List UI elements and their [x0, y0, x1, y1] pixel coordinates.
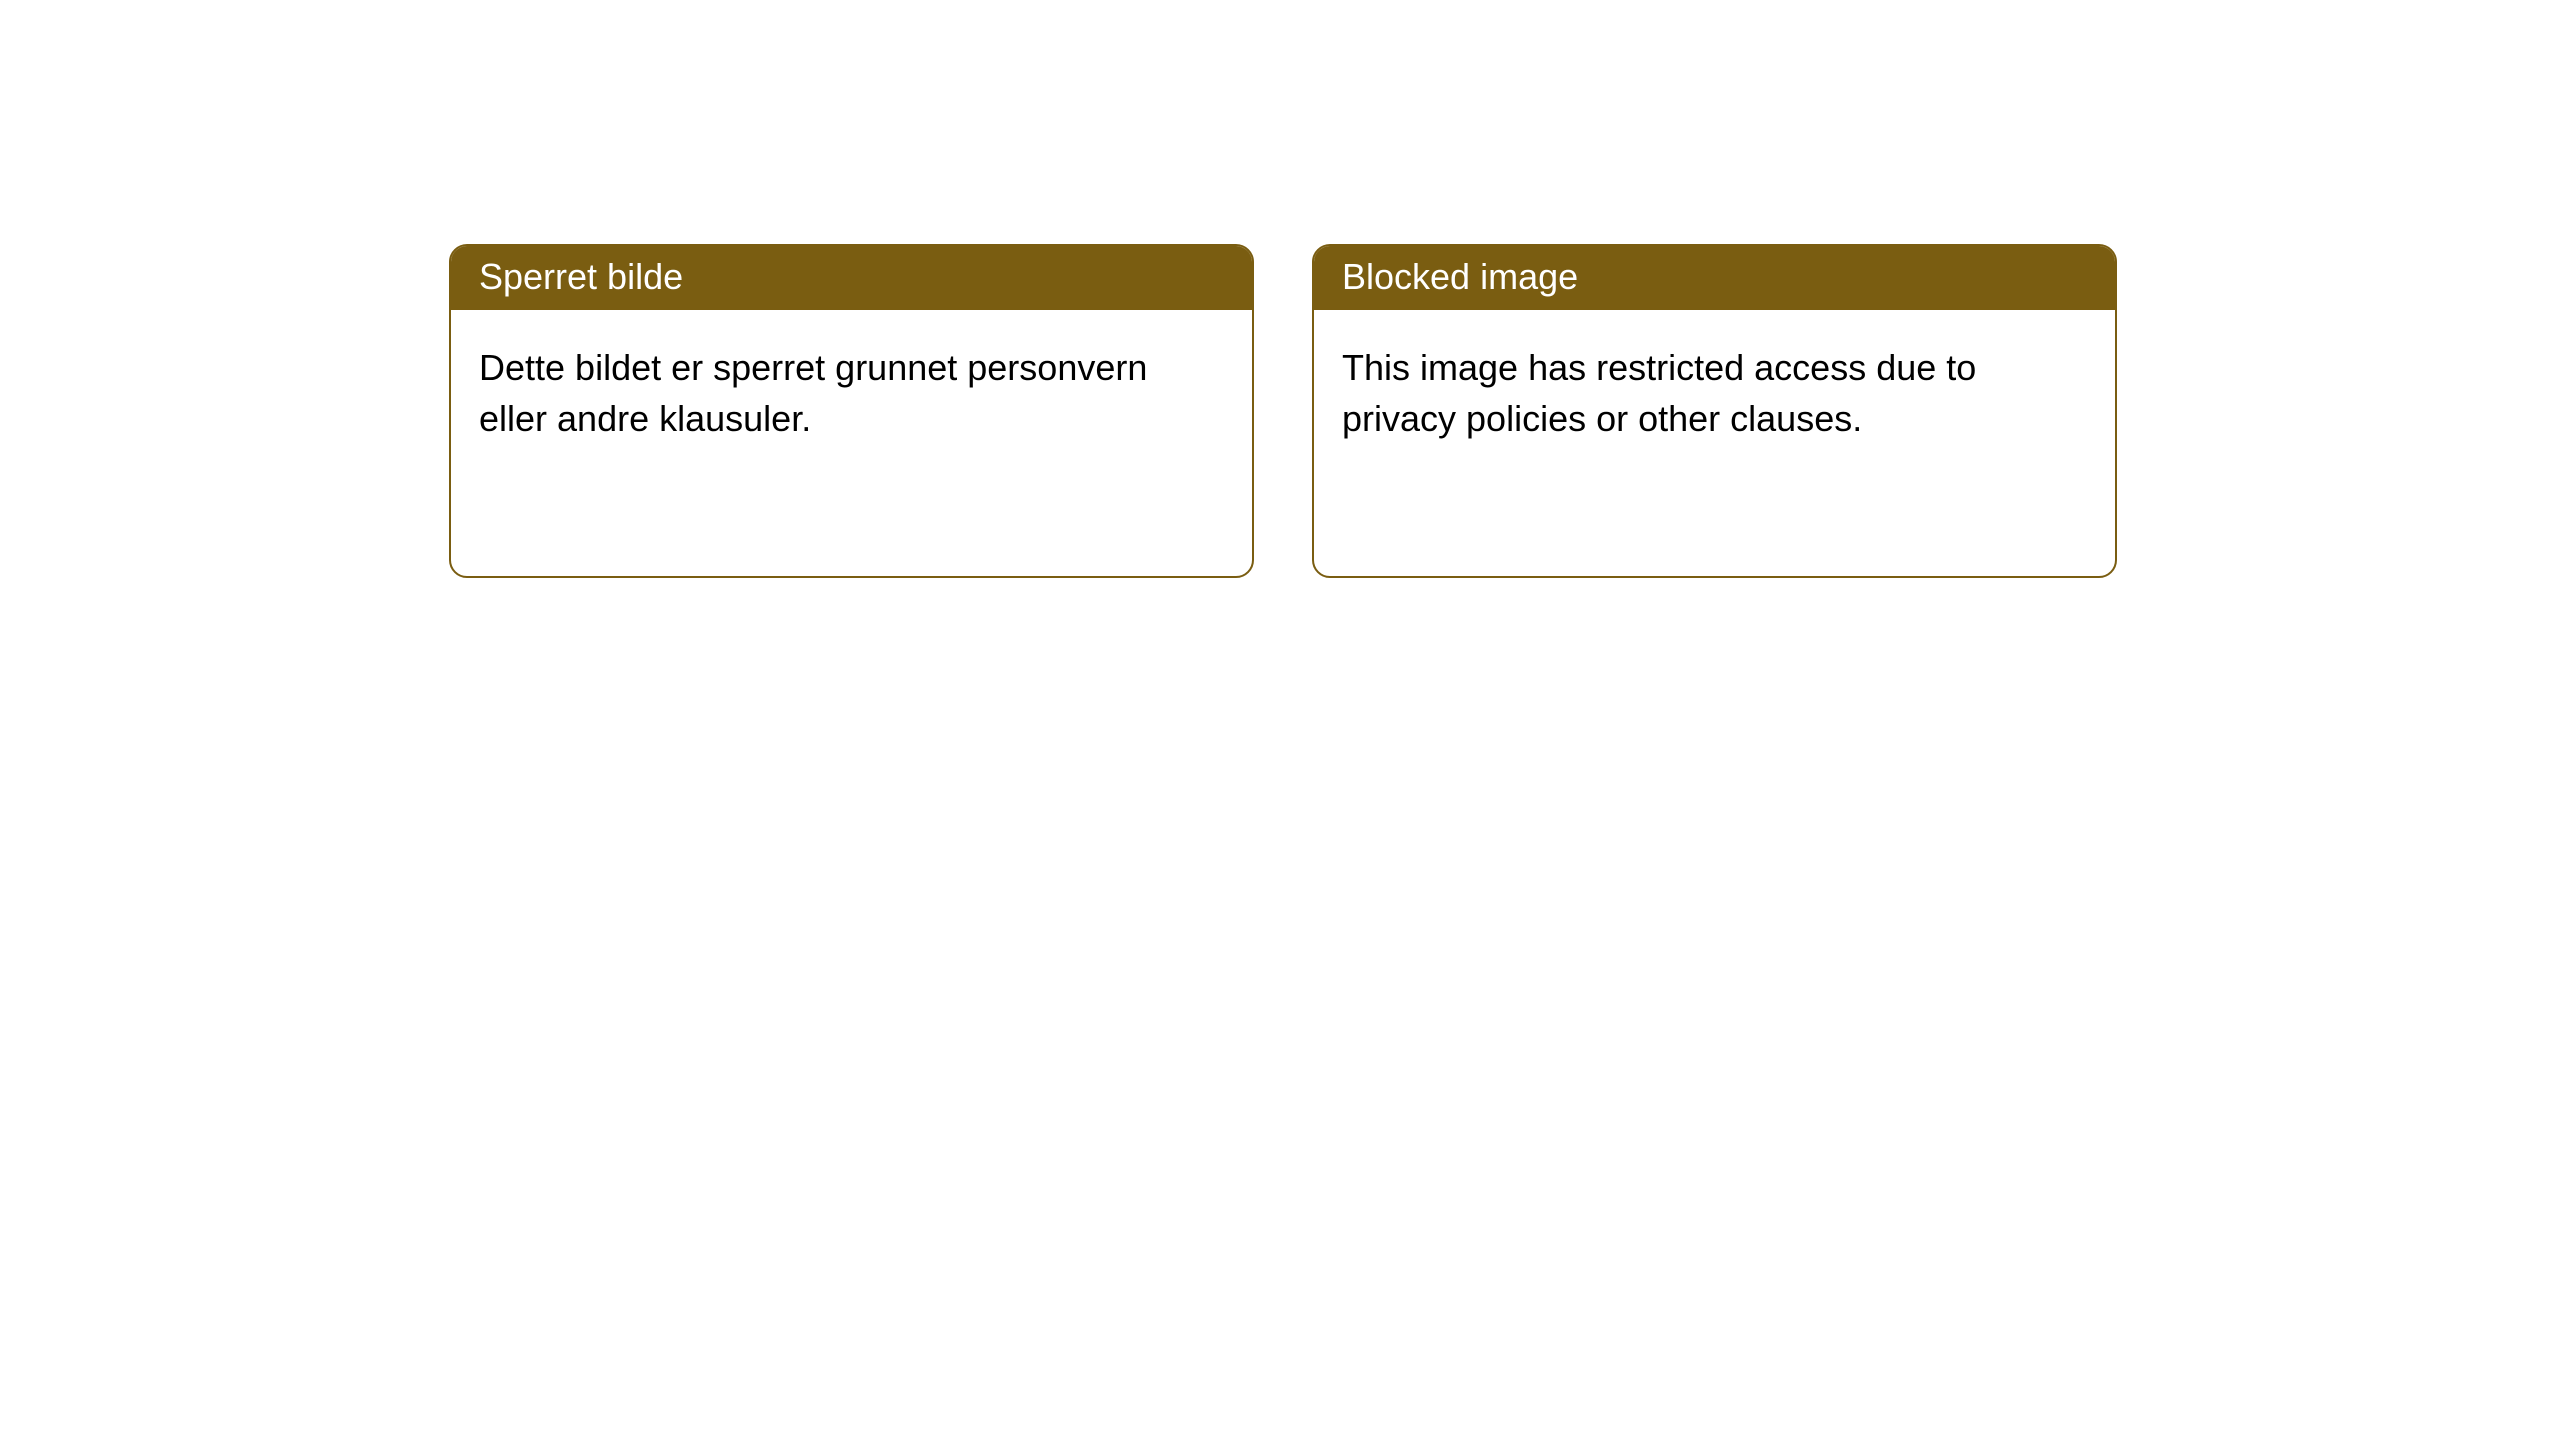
- notice-header-norwegian: Sperret bilde: [451, 246, 1252, 310]
- notice-header-english: Blocked image: [1314, 246, 2115, 310]
- notice-body-norwegian: Dette bildet er sperret grunnet personve…: [451, 310, 1252, 476]
- notice-container: Sperret bilde Dette bildet er sperret gr…: [0, 0, 2560, 578]
- notice-card-english: Blocked image This image has restricted …: [1312, 244, 2117, 578]
- notice-body-english: This image has restricted access due to …: [1314, 310, 2115, 476]
- notice-card-norwegian: Sperret bilde Dette bildet er sperret gr…: [449, 244, 1254, 578]
